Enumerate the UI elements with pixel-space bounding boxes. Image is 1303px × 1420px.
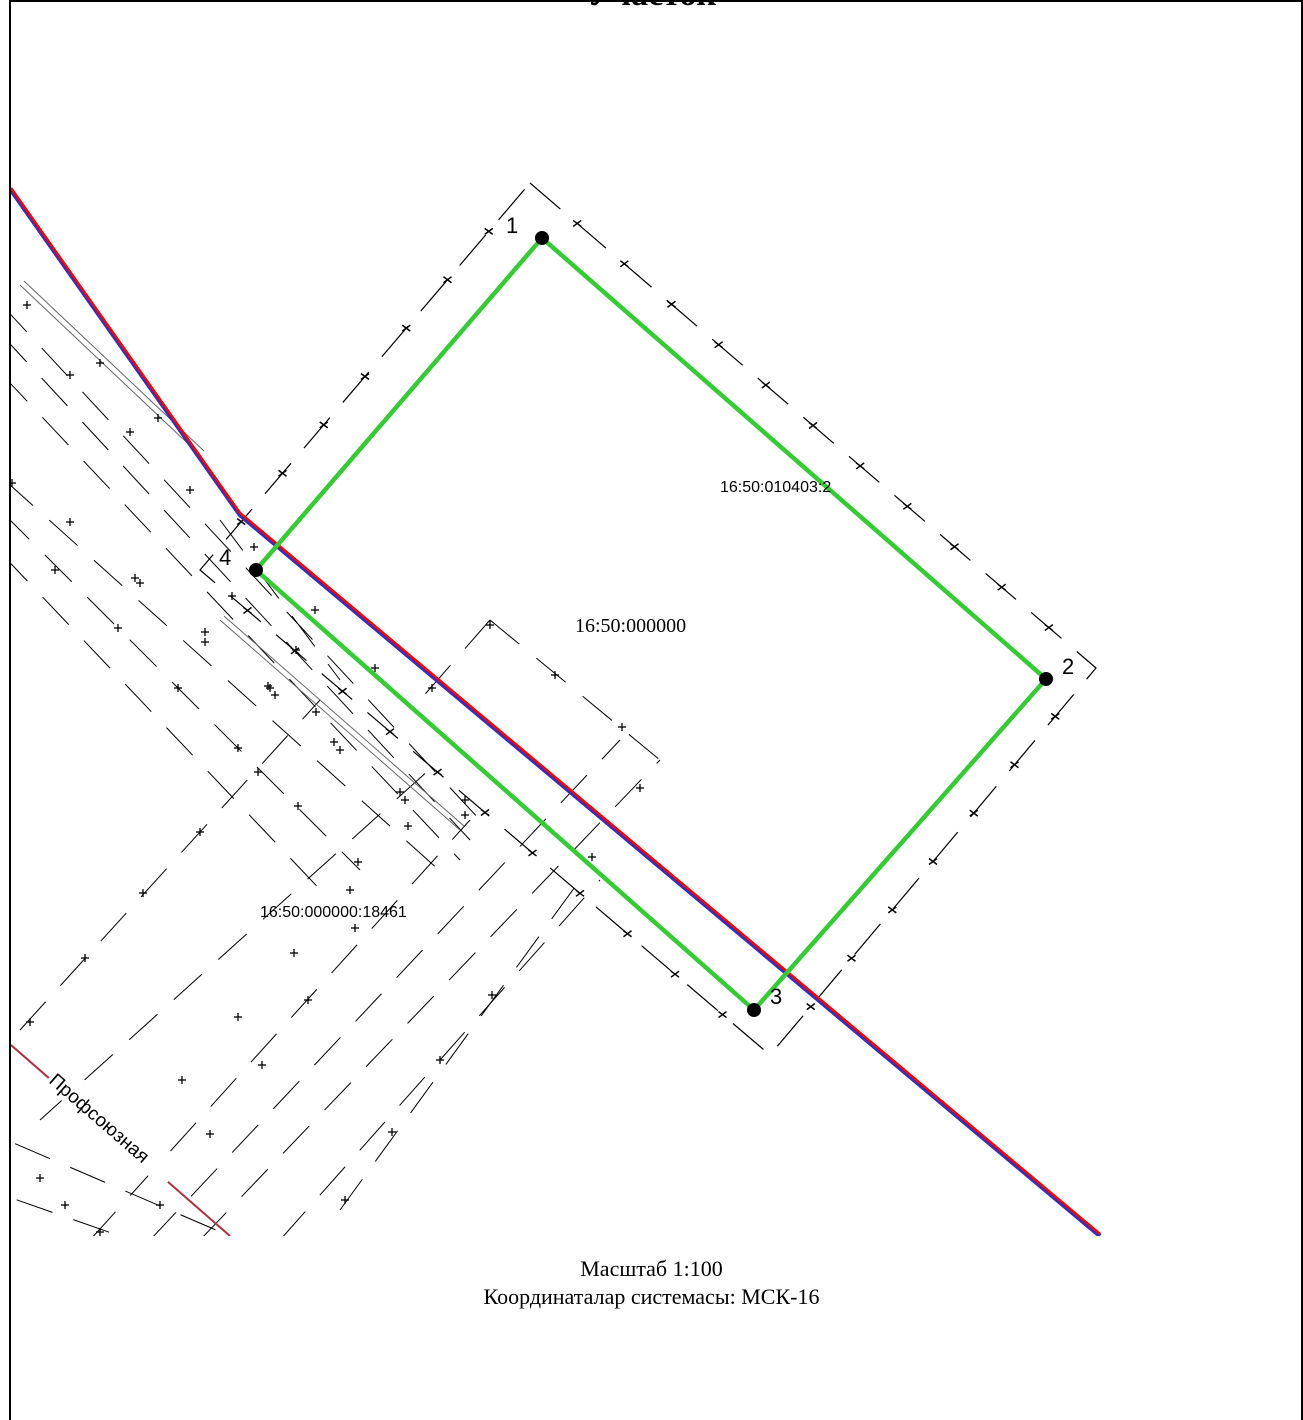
buffer-x-marker	[997, 583, 1007, 591]
buffer-x-markers	[236, 219, 1060, 1019]
vertex-label-4: 4	[219, 545, 231, 570]
vertex-label-2: 2	[1062, 654, 1074, 679]
buffer-x-marker	[808, 421, 818, 430]
buffer-x-marker	[855, 462, 865, 470]
dashed-line	[39, 759, 441, 1121]
vertex-label-3: 3	[770, 984, 782, 1009]
dashed-line	[11, 520, 361, 871]
cross-markers	[11, 301, 644, 1236]
buffer-x-marker	[528, 849, 537, 857]
buffer-x-marker	[575, 889, 585, 897]
buffer-x-marker	[670, 970, 680, 978]
dashed-line	[153, 739, 621, 1236]
road-edge-line	[219, 619, 461, 831]
buffer-x-marker	[433, 768, 442, 776]
dashed-line	[11, 485, 451, 881]
red-line-shadow	[11, 188, 1102, 1236]
crs-caption: Координаталар системасы: МСК-16	[483, 1284, 820, 1309]
dashed-line	[219, 519, 341, 681]
buffer-x-marker	[484, 227, 494, 235]
vertex-point-2	[1039, 672, 1053, 686]
red-line	[11, 187, 1101, 1235]
buffer-x-marker	[887, 906, 897, 914]
dashed-line	[11, 563, 331, 901]
page-title: Участок	[0, 0, 1303, 14]
buffer-x-marker	[360, 372, 370, 381]
buffer-x-marker	[278, 469, 287, 477]
background-dashed-lines	[11, 314, 661, 1236]
dashed-line	[11, 344, 471, 841]
buffer-x-marker	[847, 954, 856, 962]
buffer-x-marker	[401, 324, 411, 332]
buffer-x-marker	[1010, 761, 1019, 769]
buffer-x-marker	[928, 857, 938, 866]
buffer-x-marker	[1044, 623, 1054, 632]
buffer-x-marker	[290, 647, 300, 655]
buffer-x-marker	[667, 300, 676, 308]
road-parcel-label: 16:50:000000:18461	[260, 904, 407, 921]
vertex-point-1	[535, 231, 549, 245]
buffer-x-marker	[623, 930, 632, 938]
buffer-x-marker	[950, 543, 959, 551]
vertex-point-4	[249, 563, 263, 577]
buffer-x-marker	[969, 809, 979, 817]
buffer-x-marker	[718, 1010, 727, 1019]
road-edge-line	[19, 284, 201, 456]
vertex-label-1: 1	[506, 213, 518, 238]
street-label-bg	[43, 1067, 177, 1189]
map-svg: 1 2 3 4 16:50:010403:2 16:50:000000 16:5…	[11, 182, 1102, 1236]
dashed-line	[11, 1197, 121, 1236]
road-edge-line	[223, 615, 465, 827]
dashed-line	[489, 619, 661, 761]
buffer-x-marker	[714, 341, 724, 349]
buffer-x-marker	[480, 808, 490, 817]
buffer-x-marker	[338, 687, 347, 695]
parcel-label-main: 16:50:010403:2	[720, 479, 831, 496]
dashed-line	[19, 699, 321, 1031]
buffer-x-marker	[619, 260, 629, 268]
vertex-point-3	[747, 1003, 761, 1017]
buffer-x-marker	[572, 219, 582, 228]
buffer-x-marker	[385, 728, 395, 736]
buffer-x-marker	[443, 276, 452, 284]
dashed-line	[11, 383, 461, 861]
dashed-line	[11, 314, 481, 821]
buffer-x-marker	[902, 502, 912, 510]
dashed-line	[339, 879, 581, 1211]
street-name-label: Профсоюзная	[45, 1070, 153, 1168]
scale-caption: Масштаб 1:100	[580, 1256, 723, 1281]
dashed-line	[203, 759, 661, 1236]
buffer-x-marker	[243, 606, 252, 615]
buffer-x-marker	[319, 421, 329, 429]
map-area: 1 2 3 4 16:50:010403:2 16:50:000000 16:5…	[11, 0, 1301, 1236]
buffer-x-marker	[806, 1003, 816, 1011]
buffer-x-marker	[761, 381, 771, 389]
buffer-x-marker	[1050, 712, 1060, 720]
dashed-line	[11, 1141, 231, 1236]
page-frame	[9, 0, 1303, 1420]
quarter-label: 16:50:000000	[575, 615, 686, 637]
